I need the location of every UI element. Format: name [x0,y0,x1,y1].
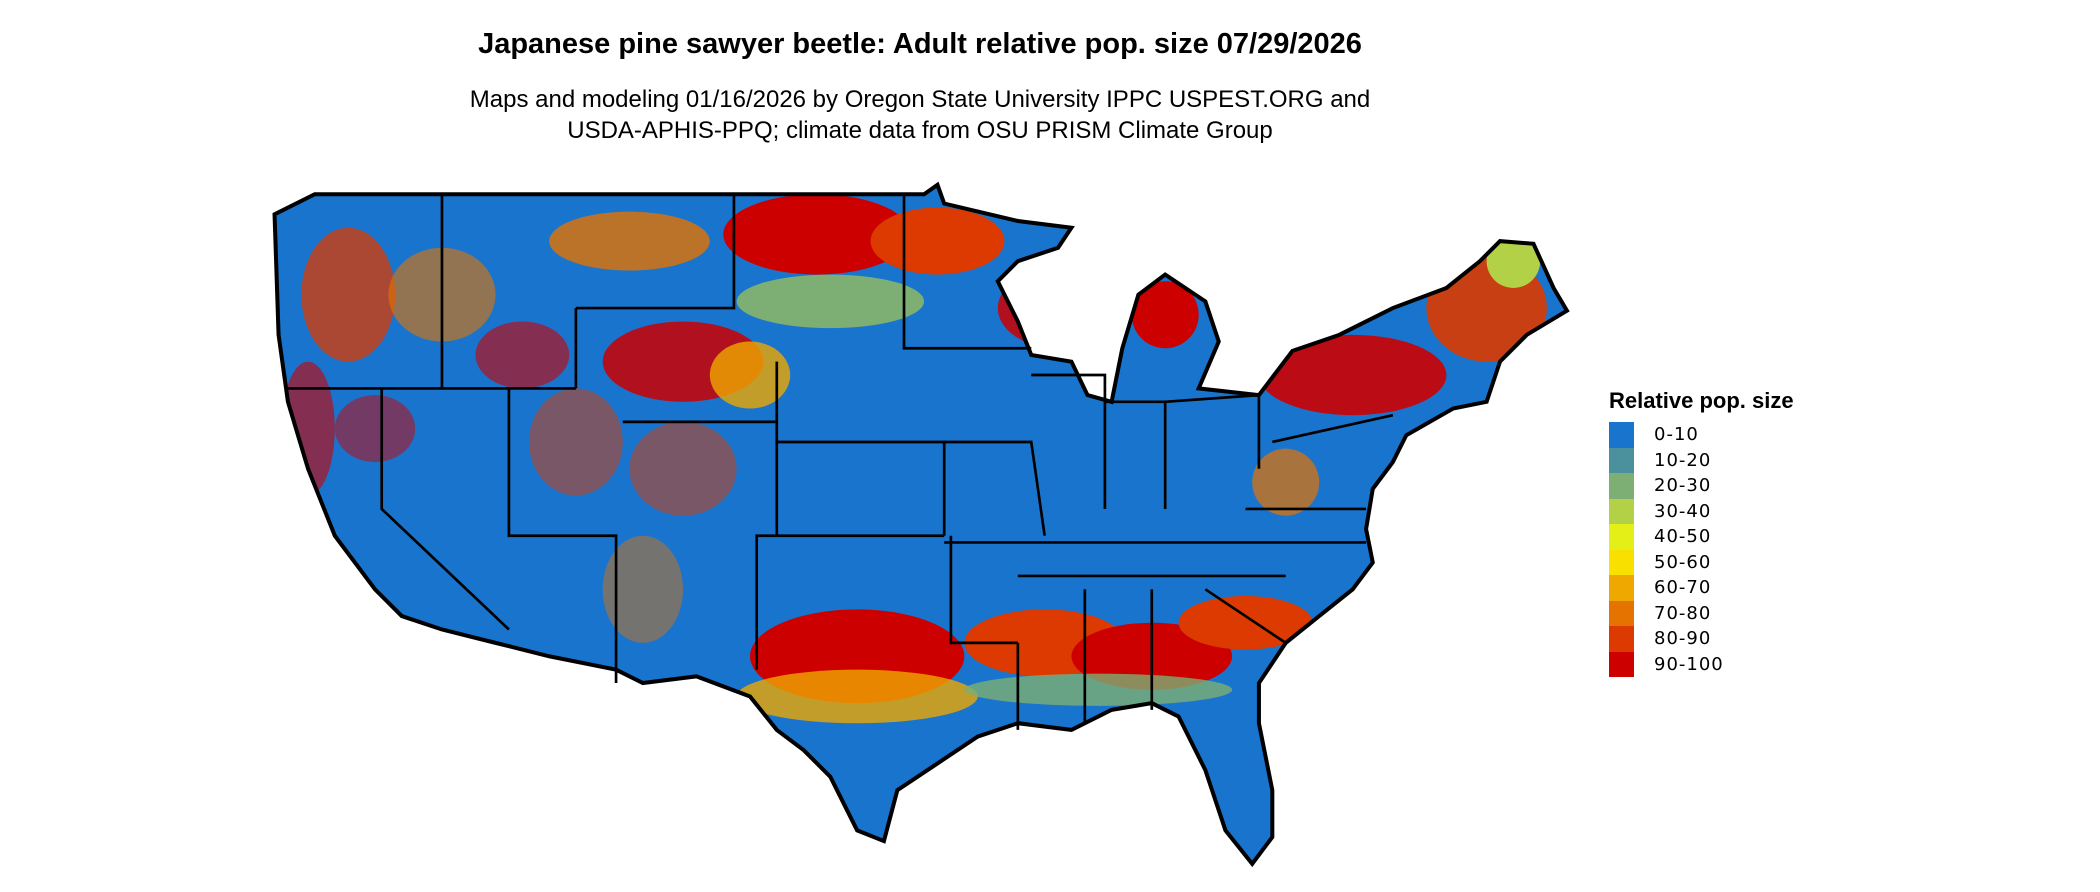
legend-label: 10-20 [1654,449,1712,471]
legend-item: 40-50 [1609,524,1794,550]
legend-swatch [1609,626,1634,652]
legend-swatch [1609,498,1634,524]
legend-label: 30-40 [1654,500,1712,522]
legend-swatch [1609,524,1634,550]
legend-swatch [1609,422,1634,448]
legend-item: 10-20 [1609,447,1794,473]
legend-swatch [1609,447,1634,473]
legend-item: 90-100 [1609,651,1794,677]
legend-item: 20-30 [1609,473,1794,499]
map-title: Japanese pine sawyer beetle: Adult relat… [478,28,1362,60]
legend-label: 60-70 [1654,577,1712,599]
legend-label: 40-50 [1654,526,1712,548]
legend-item: 60-70 [1609,575,1794,601]
legend-item: 0-10 [1609,422,1794,448]
legend-label: 0-10 [1654,424,1699,446]
legend-item: 50-60 [1609,549,1794,575]
legend-label: 80-90 [1654,628,1712,650]
legend-item: 70-80 [1609,600,1794,626]
legend-swatch [1609,473,1634,499]
map-subtitle-line-2: USDA-APHIS-PPQ; climate data from OSU PR… [567,117,1273,144]
legend-title: Relative pop. size [1609,388,1794,413]
legend-label: 90-100 [1654,653,1724,675]
legend-swatch [1609,600,1634,626]
legend-swatch [1609,651,1634,677]
legend-item: 30-40 [1609,498,1794,524]
legend-swatch [1609,575,1634,601]
state-borders [287,194,1394,730]
legend-swatch [1609,549,1634,575]
map-subtitle-line-1: Maps and modeling 01/16/2026 by Oregon S… [469,86,1371,113]
legend: Relative pop. size 0-10 10-20 20-30 30-40 40… [1609,388,1794,677]
legend-label: 20-30 [1654,475,1712,497]
legend-item: 80-90 [1609,626,1794,652]
legend-label: 70-80 [1654,602,1712,624]
legend-label: 50-60 [1654,551,1712,573]
